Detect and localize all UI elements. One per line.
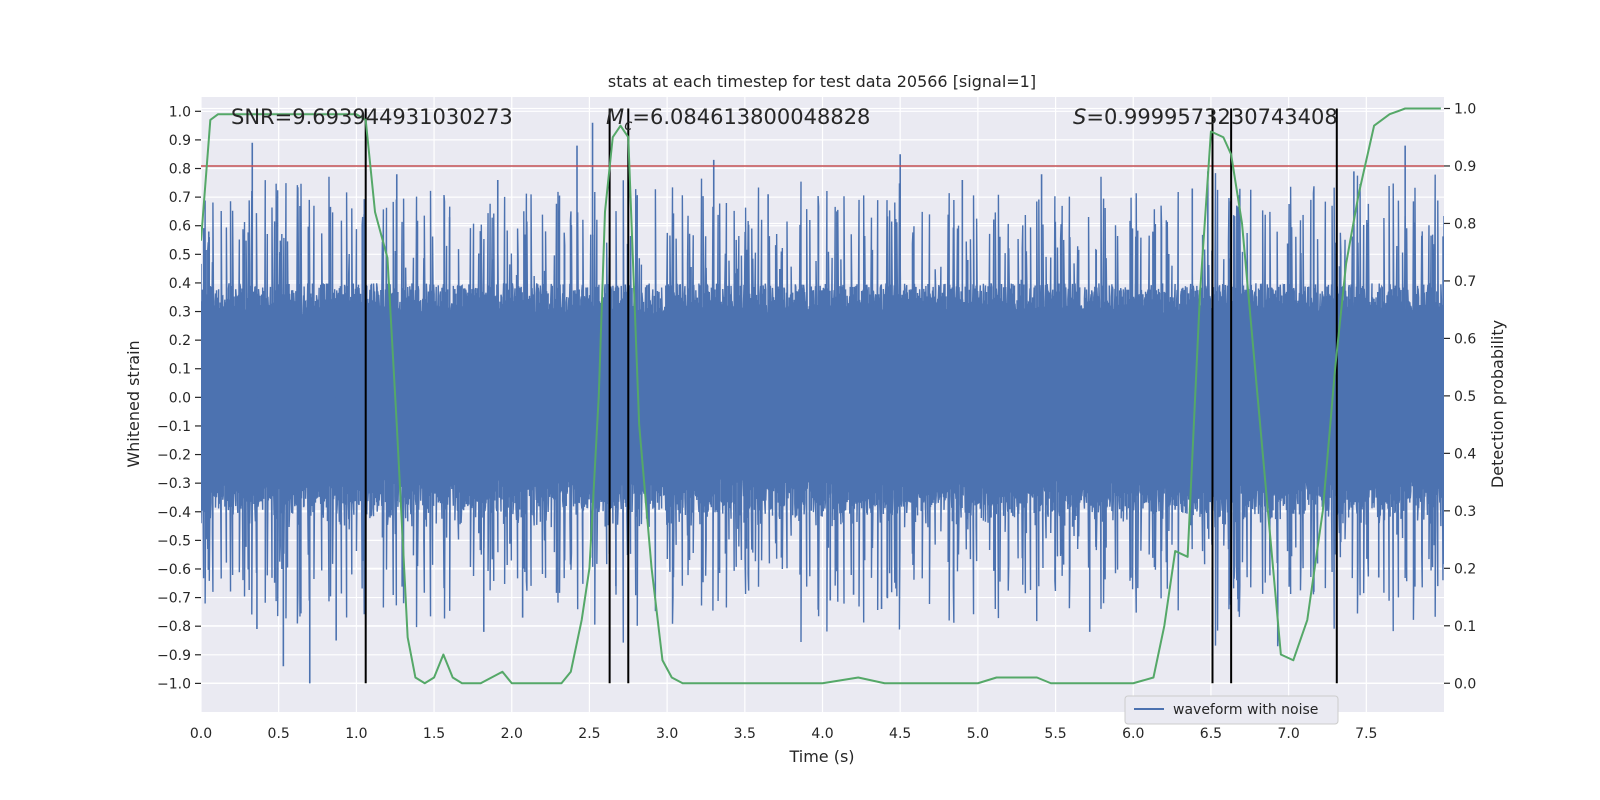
snr-annotation: SNR=9.693944931030273 <box>231 105 513 129</box>
x-tick-label: 3.0 <box>656 726 678 742</box>
x-axis-label: Time (s) <box>788 747 854 766</box>
waveform-series <box>201 122 1444 684</box>
y-left-tick-label: −0.1 <box>157 419 191 435</box>
y-right-tick-label: 0.2 <box>1454 561 1476 577</box>
y-right-tick-label: 0.1 <box>1454 619 1476 635</box>
y-left-tick-label: −0.7 <box>157 591 191 607</box>
mc-symbol: M <box>606 105 624 129</box>
legend-box <box>1124 695 1339 725</box>
s-annotation: S=0.9999573230743408 <box>1073 105 1338 129</box>
x-tick-label: 5.5 <box>1044 726 1066 742</box>
x-tick-label: 6.0 <box>1122 726 1144 742</box>
y-right-tick-label: 0.4 <box>1454 446 1476 462</box>
y-right-tick-label: 0.3 <box>1454 504 1476 520</box>
s-symbol: S <box>1073 105 1086 129</box>
mc-annotation: Mc=6.084613800048828 <box>606 105 870 134</box>
y-right-tick-label: 0.5 <box>1454 389 1476 405</box>
y-left-tick-label: −0.9 <box>157 648 191 664</box>
y-left-axis-label: Whitened strain <box>124 340 143 467</box>
x-tick-label: 7.0 <box>1277 726 1299 742</box>
y-left-tick-label: −1.0 <box>157 676 191 692</box>
x-tick-label: 1.0 <box>345 726 367 742</box>
y-left-axis-ticks: 1.0 0.9 0.8 0.7 0.6 0.5 0.4 0.3 0.2 0.1 0.0 −0.1 −0.… <box>157 104 201 692</box>
y-left-tick-label: 0.6 <box>169 219 191 235</box>
y-left-tick-label: 0.3 <box>169 305 191 321</box>
mc-value: =6.084613800048828 <box>632 105 870 129</box>
x-tick-label: 6.5 <box>1200 726 1222 742</box>
x-tick-label: 7.5 <box>1355 726 1377 742</box>
y-right-tick-label: 1.0 <box>1454 101 1476 117</box>
y-right-tick-label: 0.6 <box>1454 331 1476 347</box>
y-right-axis-ticks: 1.0 0.9 0.8 0.7 0.6 0.5 0.4 0.3 0.2 0.1 0.0 <box>1444 101 1476 692</box>
y-left-tick-label: 0.9 <box>169 133 191 149</box>
x-tick-label: 4.0 <box>811 726 833 742</box>
y-right-axis-label: Detection probability <box>1488 320 1507 488</box>
y-left-tick-label: −0.8 <box>157 619 191 635</box>
x-tick-label: 0.5 <box>268 726 290 742</box>
x-axis-ticks: 0.0 0.5 1.0 1.5 2.0 2.5 3.0 3.5 4.0 4.5 5.0 5.5 6.0 6… <box>190 726 1378 742</box>
legend-label-waveform: waveform with noise <box>1173 702 1318 718</box>
y-left-tick-label: 0.7 <box>169 190 191 206</box>
probability-series <box>201 107 1441 685</box>
y-left-tick-label: 0.4 <box>169 276 191 292</box>
x-tick-label: 2.0 <box>501 726 523 742</box>
x-tick-label: 1.5 <box>423 726 445 742</box>
y-left-tick-label: −0.6 <box>157 562 191 578</box>
y-left-tick-label: −0.4 <box>157 505 191 521</box>
y-left-tick-label: 0.8 <box>169 162 191 178</box>
y-left-tick-label: 0.2 <box>169 333 191 349</box>
y-left-tick-label: 0.1 <box>169 362 191 378</box>
s-value: =0.9999573230743408 <box>1086 105 1337 129</box>
x-tick-label: 0.0 <box>190 726 212 742</box>
x-tick-label: 4.5 <box>889 726 911 742</box>
y-left-tick-label: 0.5 <box>169 247 191 263</box>
y-left-tick-label: −0.3 <box>157 476 191 492</box>
chart-title: stats at each timestep for test data 205… <box>608 72 1036 91</box>
y-right-tick-label: 0.9 <box>1454 159 1476 175</box>
y-left-tick-label: −0.2 <box>157 448 191 464</box>
waveform-line <box>201 173 1444 646</box>
x-tick-label: 5.0 <box>967 726 989 742</box>
x-tick-label: 2.5 <box>578 726 600 742</box>
probability-line <box>201 107 1441 685</box>
y-left-tick-label: 0.0 <box>169 390 191 406</box>
legend: waveform with noise <box>1124 695 1339 725</box>
y-right-tick-label: 0.0 <box>1454 676 1476 692</box>
y-left-tick-label: −0.5 <box>157 533 191 549</box>
y-right-tick-label: 0.8 <box>1454 216 1476 232</box>
y-left-tick-label: 1.0 <box>169 104 191 120</box>
x-tick-label: 3.5 <box>734 726 756 742</box>
mc-subscript: c <box>624 116 633 134</box>
vertical-lines <box>364 108 1338 684</box>
y-right-tick-label: 0.7 <box>1454 274 1476 290</box>
